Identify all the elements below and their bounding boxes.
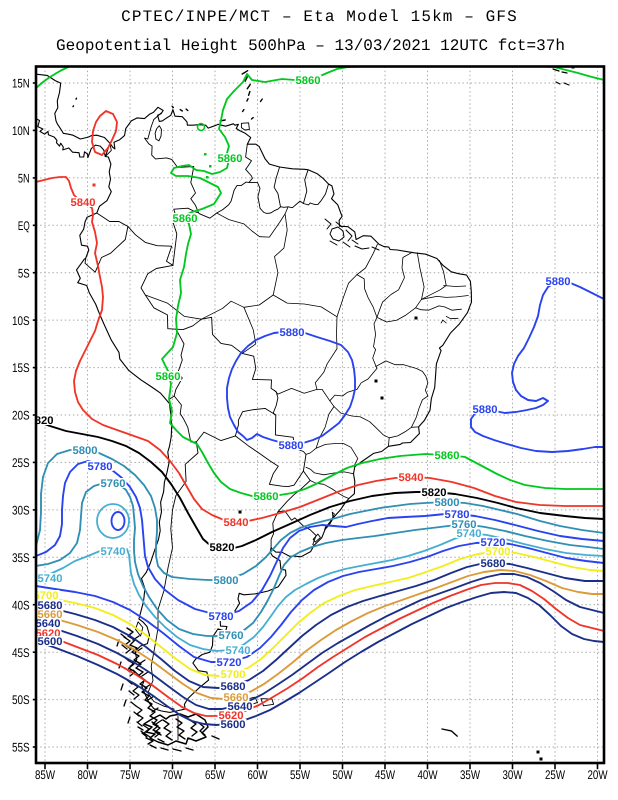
svg-text:5740: 5740 (457, 528, 482, 540)
svg-text:5880: 5880 (546, 276, 571, 288)
svg-text:5780: 5780 (445, 509, 470, 521)
svg-text:25W: 25W (545, 768, 565, 782)
svg-text:5680: 5680 (481, 558, 506, 570)
svg-text:45S: 45S (12, 646, 30, 660)
svg-text:75W: 75W (120, 768, 140, 782)
svg-text:30S: 30S (12, 504, 30, 518)
svg-text:5860: 5860 (218, 153, 243, 165)
svg-text:5600: 5600 (221, 719, 246, 731)
svg-text:5S: 5S (18, 266, 30, 280)
svg-text:5700: 5700 (34, 590, 59, 602)
svg-text:5740: 5740 (38, 573, 63, 585)
svg-text:5840: 5840 (71, 197, 96, 209)
svg-text:5740: 5740 (101, 546, 126, 558)
svg-text:15N: 15N (12, 77, 30, 91)
svg-text:5740: 5740 (226, 645, 251, 657)
svg-text:5700: 5700 (221, 669, 246, 681)
svg-text:5860: 5860 (435, 450, 460, 462)
svg-text:15S: 15S (12, 361, 30, 375)
svg-text:5640: 5640 (36, 618, 61, 630)
svg-text:5800: 5800 (435, 497, 460, 509)
svg-text:50S: 50S (12, 693, 30, 707)
svg-text:55S: 55S (12, 741, 30, 755)
svg-text:35S: 35S (12, 551, 30, 565)
svg-text:5820: 5820 (29, 415, 54, 427)
svg-text:60W: 60W (248, 768, 268, 782)
svg-text:5600: 5600 (38, 636, 63, 648)
svg-text:5760: 5760 (219, 630, 244, 642)
svg-text:5880: 5880 (279, 440, 304, 452)
svg-text:25S: 25S (12, 456, 30, 470)
svg-text:5880: 5880 (473, 404, 498, 416)
svg-text:5800: 5800 (73, 445, 98, 457)
svg-text:5860: 5860 (173, 213, 198, 225)
svg-text:30W: 30W (503, 768, 523, 782)
svg-text:Geopotential Height 500hPa – 1: Geopotential Height 500hPa – 13/03/2021 … (56, 37, 565, 55)
svg-text:5780: 5780 (209, 611, 234, 623)
svg-text:80W: 80W (78, 768, 98, 782)
svg-text:5840: 5840 (224, 517, 249, 529)
svg-text:EQ: EQ (18, 219, 30, 233)
svg-text:40S: 40S (12, 598, 30, 612)
svg-text:55W: 55W (290, 768, 310, 782)
svg-text:10N: 10N (12, 124, 30, 138)
svg-text:5820: 5820 (210, 542, 235, 554)
svg-text:CPTEC/INPE/MCT – Eta Model 15: CPTEC/INPE/MCT – Eta Model 15km – GFS (121, 8, 518, 26)
svg-text:85W: 85W (35, 768, 55, 782)
svg-text:5860: 5860 (156, 371, 181, 383)
svg-text:50W: 50W (333, 768, 353, 782)
svg-text:45W: 45W (375, 768, 395, 782)
svg-text:5840: 5840 (399, 472, 424, 484)
svg-text:5700: 5700 (486, 546, 511, 558)
svg-text:5800: 5800 (214, 575, 239, 587)
svg-text:5720: 5720 (217, 657, 242, 669)
svg-text:5680: 5680 (221, 681, 246, 693)
svg-text:5780: 5780 (88, 461, 113, 473)
svg-text:5760: 5760 (101, 478, 126, 490)
svg-text:40W: 40W (418, 768, 438, 782)
svg-text:35W: 35W (460, 768, 480, 782)
svg-text:5860: 5860 (254, 491, 279, 503)
svg-text:65W: 65W (205, 768, 225, 782)
svg-text:20S: 20S (12, 409, 30, 423)
svg-text:5880: 5880 (280, 327, 305, 339)
svg-text:5860: 5860 (296, 75, 321, 87)
svg-text:5820: 5820 (422, 487, 447, 499)
svg-text:20W: 20W (588, 768, 608, 782)
svg-text:5N: 5N (18, 172, 30, 186)
svg-text:10S: 10S (12, 314, 30, 328)
svg-text:70W: 70W (163, 768, 183, 782)
